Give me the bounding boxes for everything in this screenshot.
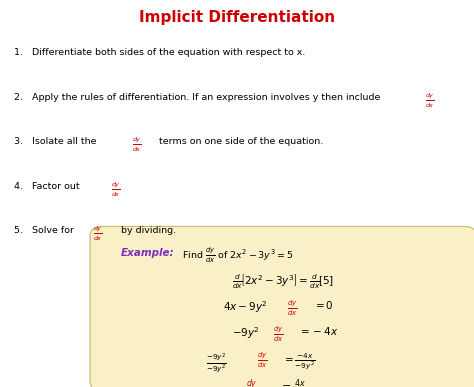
Text: by dividing.: by dividing. xyxy=(121,226,176,235)
Text: Example:: Example: xyxy=(121,248,174,258)
Text: terms on one side of the equation.: terms on one side of the equation. xyxy=(159,137,323,146)
Text: $\frac{d}{dx}\!\left[2x^2 - 3y^3\right] = \frac{d}{dx}\!\left[5\right]$: $\frac{d}{dx}\!\left[2x^2 - 3y^3\right] … xyxy=(232,273,335,291)
Text: 4.   Factor out: 4. Factor out xyxy=(14,182,80,191)
Text: $= -4x$: $= -4x$ xyxy=(298,325,338,337)
Text: $= 0$: $= 0$ xyxy=(313,299,333,311)
Text: Implicit Differentiation: Implicit Differentiation xyxy=(139,10,335,25)
FancyBboxPatch shape xyxy=(90,226,474,387)
Text: $-9y^2$: $-9y^2$ xyxy=(232,325,260,341)
Text: $\frac{dy}{dx}$: $\frac{dy}{dx}$ xyxy=(287,298,297,318)
Text: 1.   Differentiate both sides of the equation with respect to x.: 1. Differentiate both sides of the equat… xyxy=(14,48,306,57)
Text: $\frac{dy}{dx}$: $\frac{dy}{dx}$ xyxy=(93,225,103,243)
Text: $\frac{dy}{dx}$: $\frac{dy}{dx}$ xyxy=(132,136,142,154)
Text: 3.   Isolate all the: 3. Isolate all the xyxy=(14,137,97,146)
Text: $\frac{-9y^2}{-9y^2}$: $\frac{-9y^2}{-9y^2}$ xyxy=(206,352,227,375)
Text: 2.   Apply the rules of differentiation. If an expression involves y then includ: 2. Apply the rules of differentiation. I… xyxy=(14,93,381,102)
Text: Find $\frac{dy}{dx}$ of $2x^2 - 3y^3 = 5$: Find $\frac{dy}{dx}$ of $2x^2 - 3y^3 = 5… xyxy=(182,247,293,265)
Text: $= \frac{-4x}{-9y^2}$: $= \frac{-4x}{-9y^2}$ xyxy=(282,352,316,372)
Text: $\frac{dy}{dx}$: $\frac{dy}{dx}$ xyxy=(257,351,268,370)
Text: $\frac{dy}{dx}$: $\frac{dy}{dx}$ xyxy=(111,181,121,199)
Text: $\frac{dy}{dx}$: $\frac{dy}{dx}$ xyxy=(246,377,258,387)
Text: 5.   Solve for: 5. Solve for xyxy=(14,226,74,235)
Text: $= \frac{4x}{9y^2}$: $= \frac{4x}{9y^2}$ xyxy=(279,378,308,387)
Text: $4x - 9y^2$: $4x - 9y^2$ xyxy=(223,299,267,315)
Text: $\frac{dy}{dx}$: $\frac{dy}{dx}$ xyxy=(425,92,435,110)
Text: $\frac{dy}{dx}$: $\frac{dy}{dx}$ xyxy=(273,324,283,344)
